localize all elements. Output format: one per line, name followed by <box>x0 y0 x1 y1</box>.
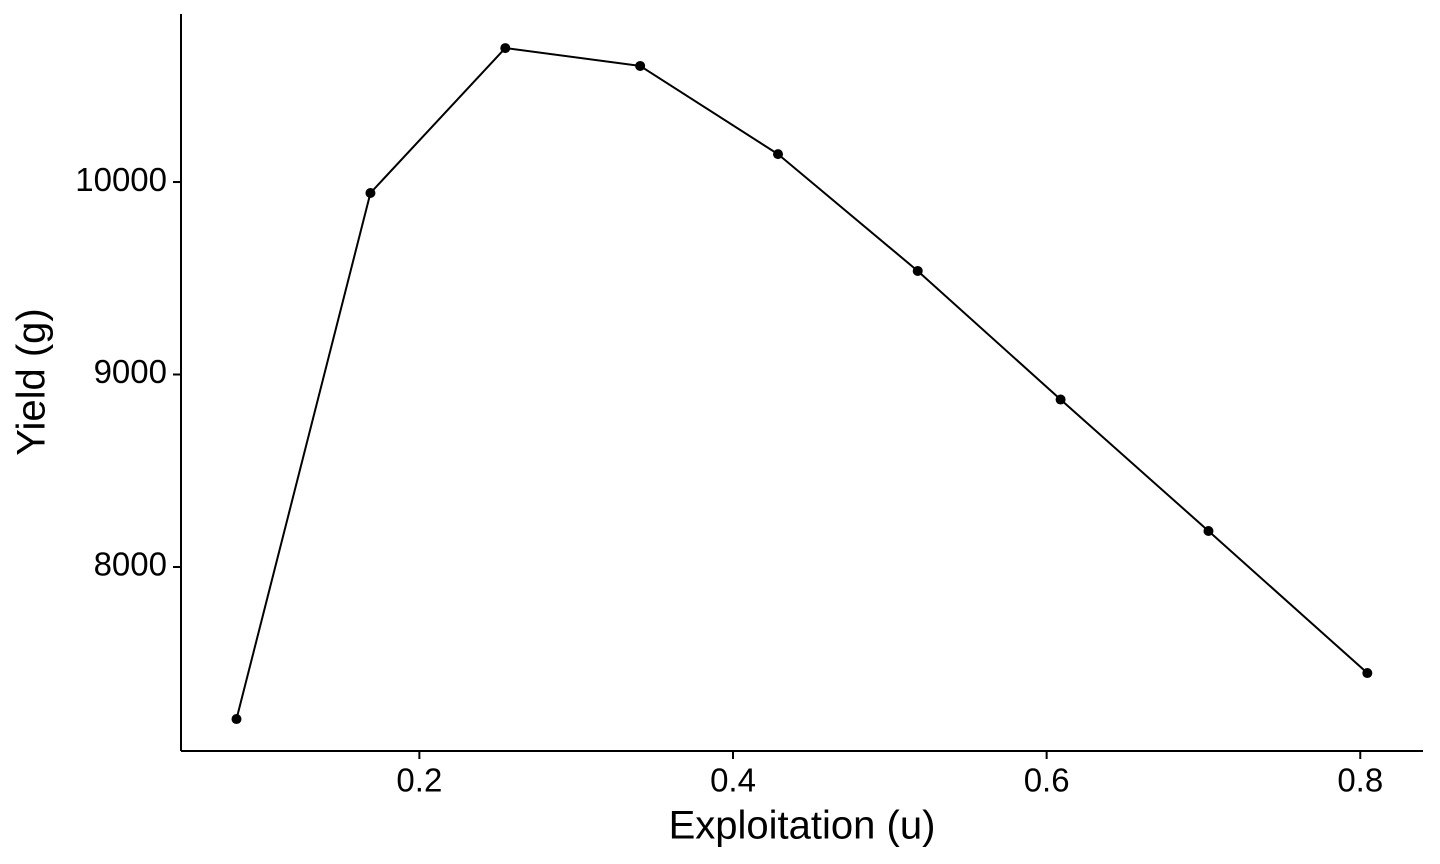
point <box>1362 668 1373 679</box>
point <box>1055 394 1066 405</box>
point <box>500 43 511 54</box>
y-tick-label: 8000 <box>94 546 167 583</box>
y-axis-title: Yield (g) <box>10 308 54 455</box>
x-tick-label: 0.8 <box>1337 762 1383 799</box>
point <box>912 265 923 276</box>
x-tick-label: 0.6 <box>1024 762 1070 799</box>
point <box>1203 525 1214 536</box>
y-tick-label: 9000 <box>94 353 167 390</box>
point <box>773 149 784 160</box>
x-tick-label: 0.2 <box>396 762 442 799</box>
point <box>365 188 376 199</box>
point <box>635 60 646 71</box>
x-tick-label: 0.4 <box>710 762 756 799</box>
y-tick-label: 10000 <box>75 161 167 198</box>
line <box>235 47 1368 720</box>
x-axis-title: Exploitation (u) <box>669 804 936 848</box>
point <box>231 714 242 725</box>
